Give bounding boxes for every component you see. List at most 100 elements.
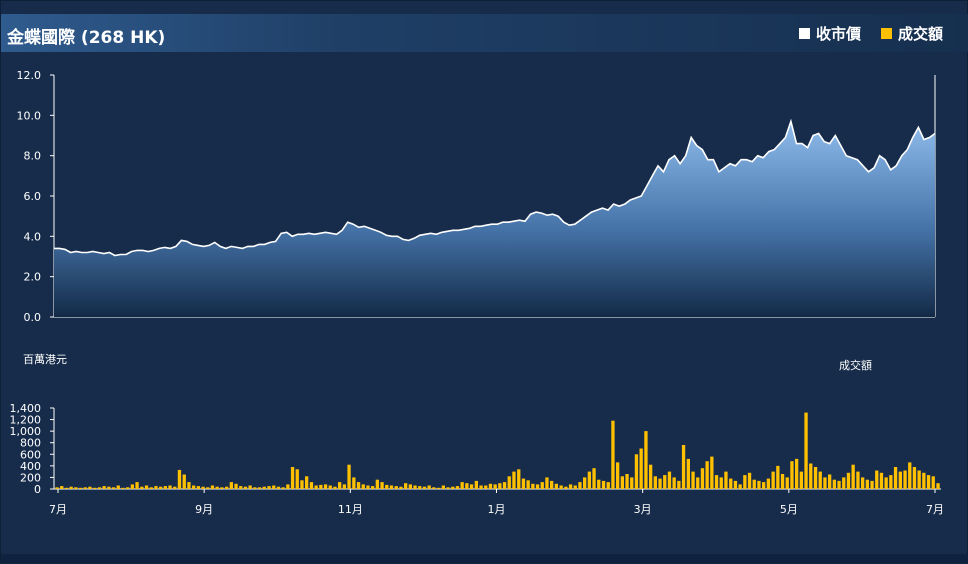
- volume-bar: [182, 474, 186, 489]
- volume-bar: [729, 478, 733, 489]
- volume-bar: [88, 486, 92, 489]
- volume-bar: [879, 472, 884, 489]
- volume-bar: [432, 487, 436, 489]
- volume-bar: [790, 461, 794, 489]
- volume-bar: [220, 487, 224, 489]
- volume-bar: [97, 487, 102, 489]
- volume-bar: [846, 472, 851, 489]
- volume-bar: [889, 475, 893, 489]
- volume-bar: [776, 465, 780, 489]
- volume-bar: [870, 480, 874, 489]
- legend-swatch-close: [798, 28, 810, 39]
- volume-bar: [936, 483, 940, 489]
- x-tick-label: 11月: [338, 503, 363, 516]
- volume-bar: [385, 484, 389, 489]
- volume-bar: [757, 480, 761, 489]
- volume-bar: [375, 479, 379, 489]
- volume-bar: [338, 482, 342, 489]
- volume-y-tick-label: 800: [20, 437, 41, 450]
- volume-bar: [196, 486, 200, 489]
- volume-bar: [634, 454, 639, 489]
- volume-bar: [733, 480, 738, 489]
- volume-bar: [248, 485, 252, 489]
- volume-bar: [107, 486, 111, 489]
- volume-bar: [408, 484, 412, 489]
- volume-bar: [752, 479, 756, 489]
- volume-bar: [517, 469, 521, 489]
- volume-bar: [267, 486, 271, 489]
- volume-bar: [809, 463, 813, 489]
- volume-bar: [281, 487, 285, 489]
- volume-y-tick-label: 600: [20, 448, 41, 461]
- volume-bar: [743, 475, 747, 489]
- volume-bar: [479, 485, 483, 489]
- volume-bar: [427, 485, 431, 489]
- volume-bar: [851, 464, 855, 489]
- volume-bar: [305, 476, 309, 489]
- volume-y-tick-label: 1,000: [10, 425, 42, 438]
- price-y-tick-label: 8.0: [24, 150, 42, 163]
- volume-bar: [111, 487, 116, 489]
- volume-bar: [672, 477, 676, 489]
- volume-bar: [686, 458, 690, 489]
- volume-bar: [446, 487, 450, 489]
- volume-bar: [630, 477, 634, 489]
- bottom-bar: [1, 554, 968, 562]
- volume-bar: [559, 485, 563, 489]
- volume-bar: [898, 471, 902, 489]
- volume-bar: [276, 486, 281, 489]
- volume-bar: [290, 467, 295, 489]
- volume-bar: [474, 480, 478, 489]
- volume-bar: [93, 487, 97, 489]
- volume-bar: [126, 487, 130, 489]
- volume-bar: [69, 486, 73, 489]
- volume-bar: [893, 467, 898, 489]
- volume-bar: [540, 482, 544, 489]
- volume-bar: [451, 486, 455, 489]
- volume-bar: [74, 487, 78, 489]
- volume-y-tick-label: 0: [34, 483, 41, 496]
- volume-bar: [437, 487, 441, 489]
- volume-bar: [347, 464, 351, 489]
- legend-item-volume: 成交額: [880, 23, 943, 44]
- volume-bar: [229, 482, 233, 489]
- volume-y-tick-label: 200: [20, 471, 41, 484]
- volume-bar: [130, 484, 134, 489]
- volume-bar: [865, 479, 869, 489]
- volume-bar: [60, 486, 64, 489]
- volume-bar: [535, 484, 540, 489]
- volume-bar: [177, 469, 182, 489]
- volume-bar: [592, 468, 596, 489]
- volume-bar: [705, 461, 709, 489]
- volume-bar: [912, 467, 917, 489]
- volume-bar: [512, 471, 516, 489]
- volume-bar: [309, 482, 314, 489]
- volume-bar: [564, 486, 568, 489]
- legend-swatch-volume: [880, 28, 892, 39]
- volume-bar: [606, 482, 610, 489]
- volume-bar: [507, 476, 511, 489]
- volume-bar: [460, 482, 464, 489]
- volume-bar: [611, 420, 615, 489]
- volume-bar: [319, 484, 323, 489]
- volume-bar: [78, 487, 83, 489]
- volume-bar: [173, 486, 177, 489]
- volume-bar: [766, 478, 770, 489]
- volume-bar: [314, 485, 318, 489]
- volume-bar: [658, 478, 662, 489]
- volume-bar: [861, 477, 865, 489]
- volume-bar: [521, 478, 526, 489]
- volume-bar: [804, 412, 808, 489]
- price-y-tick-label: 2.0: [24, 271, 42, 284]
- volume-bar: [663, 475, 667, 489]
- volume-bar: [931, 476, 935, 489]
- volume-bar: [667, 471, 672, 489]
- price-panel: 0.0 2.0 4.0 6.0 8.0 10.0 12.0: [17, 69, 936, 324]
- volume-bar: [206, 487, 210, 489]
- volume-bar: [352, 477, 356, 489]
- volume-bar: [856, 471, 860, 489]
- x-tick-label: 7月: [926, 503, 944, 516]
- volume-bar: [262, 486, 266, 489]
- volume-bar: [493, 484, 497, 489]
